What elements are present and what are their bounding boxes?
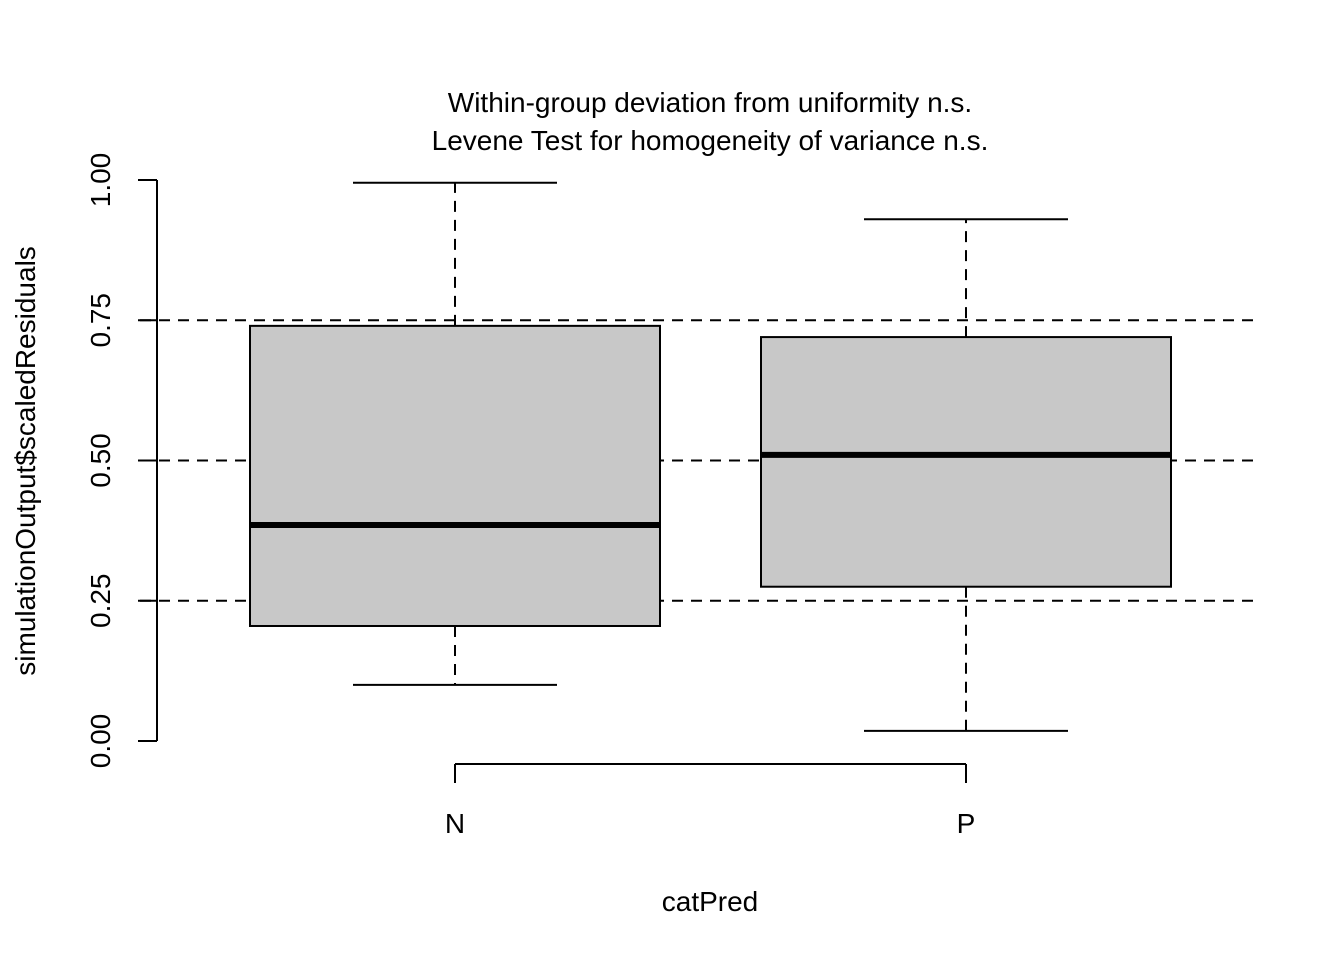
box-N xyxy=(249,324,661,627)
chart-subtitle: Levene Test for homogeneity of variance … xyxy=(432,125,989,156)
y-tick-label-1: 0.25 xyxy=(85,574,116,629)
y-axis-label: simulationOutput$scaledResiduals xyxy=(10,246,41,676)
box-P xyxy=(760,336,1172,588)
y-tick-label-0: 0.00 xyxy=(85,714,116,769)
plot-area: 0.00 0.25 0.50 0.75 1.00 N P xyxy=(85,153,1258,839)
y-tick-label-2: 0.50 xyxy=(85,433,116,488)
y-tick-label-3: 0.75 xyxy=(85,293,116,348)
y-tick-label-4: 1.00 xyxy=(85,153,116,208)
x-tick-label-1: P xyxy=(957,808,976,839)
x-tick-label-0: N xyxy=(445,808,465,839)
x-axis-label: catPred xyxy=(662,886,759,917)
chart-title: Within-group deviation from uniformity n… xyxy=(448,87,972,118)
